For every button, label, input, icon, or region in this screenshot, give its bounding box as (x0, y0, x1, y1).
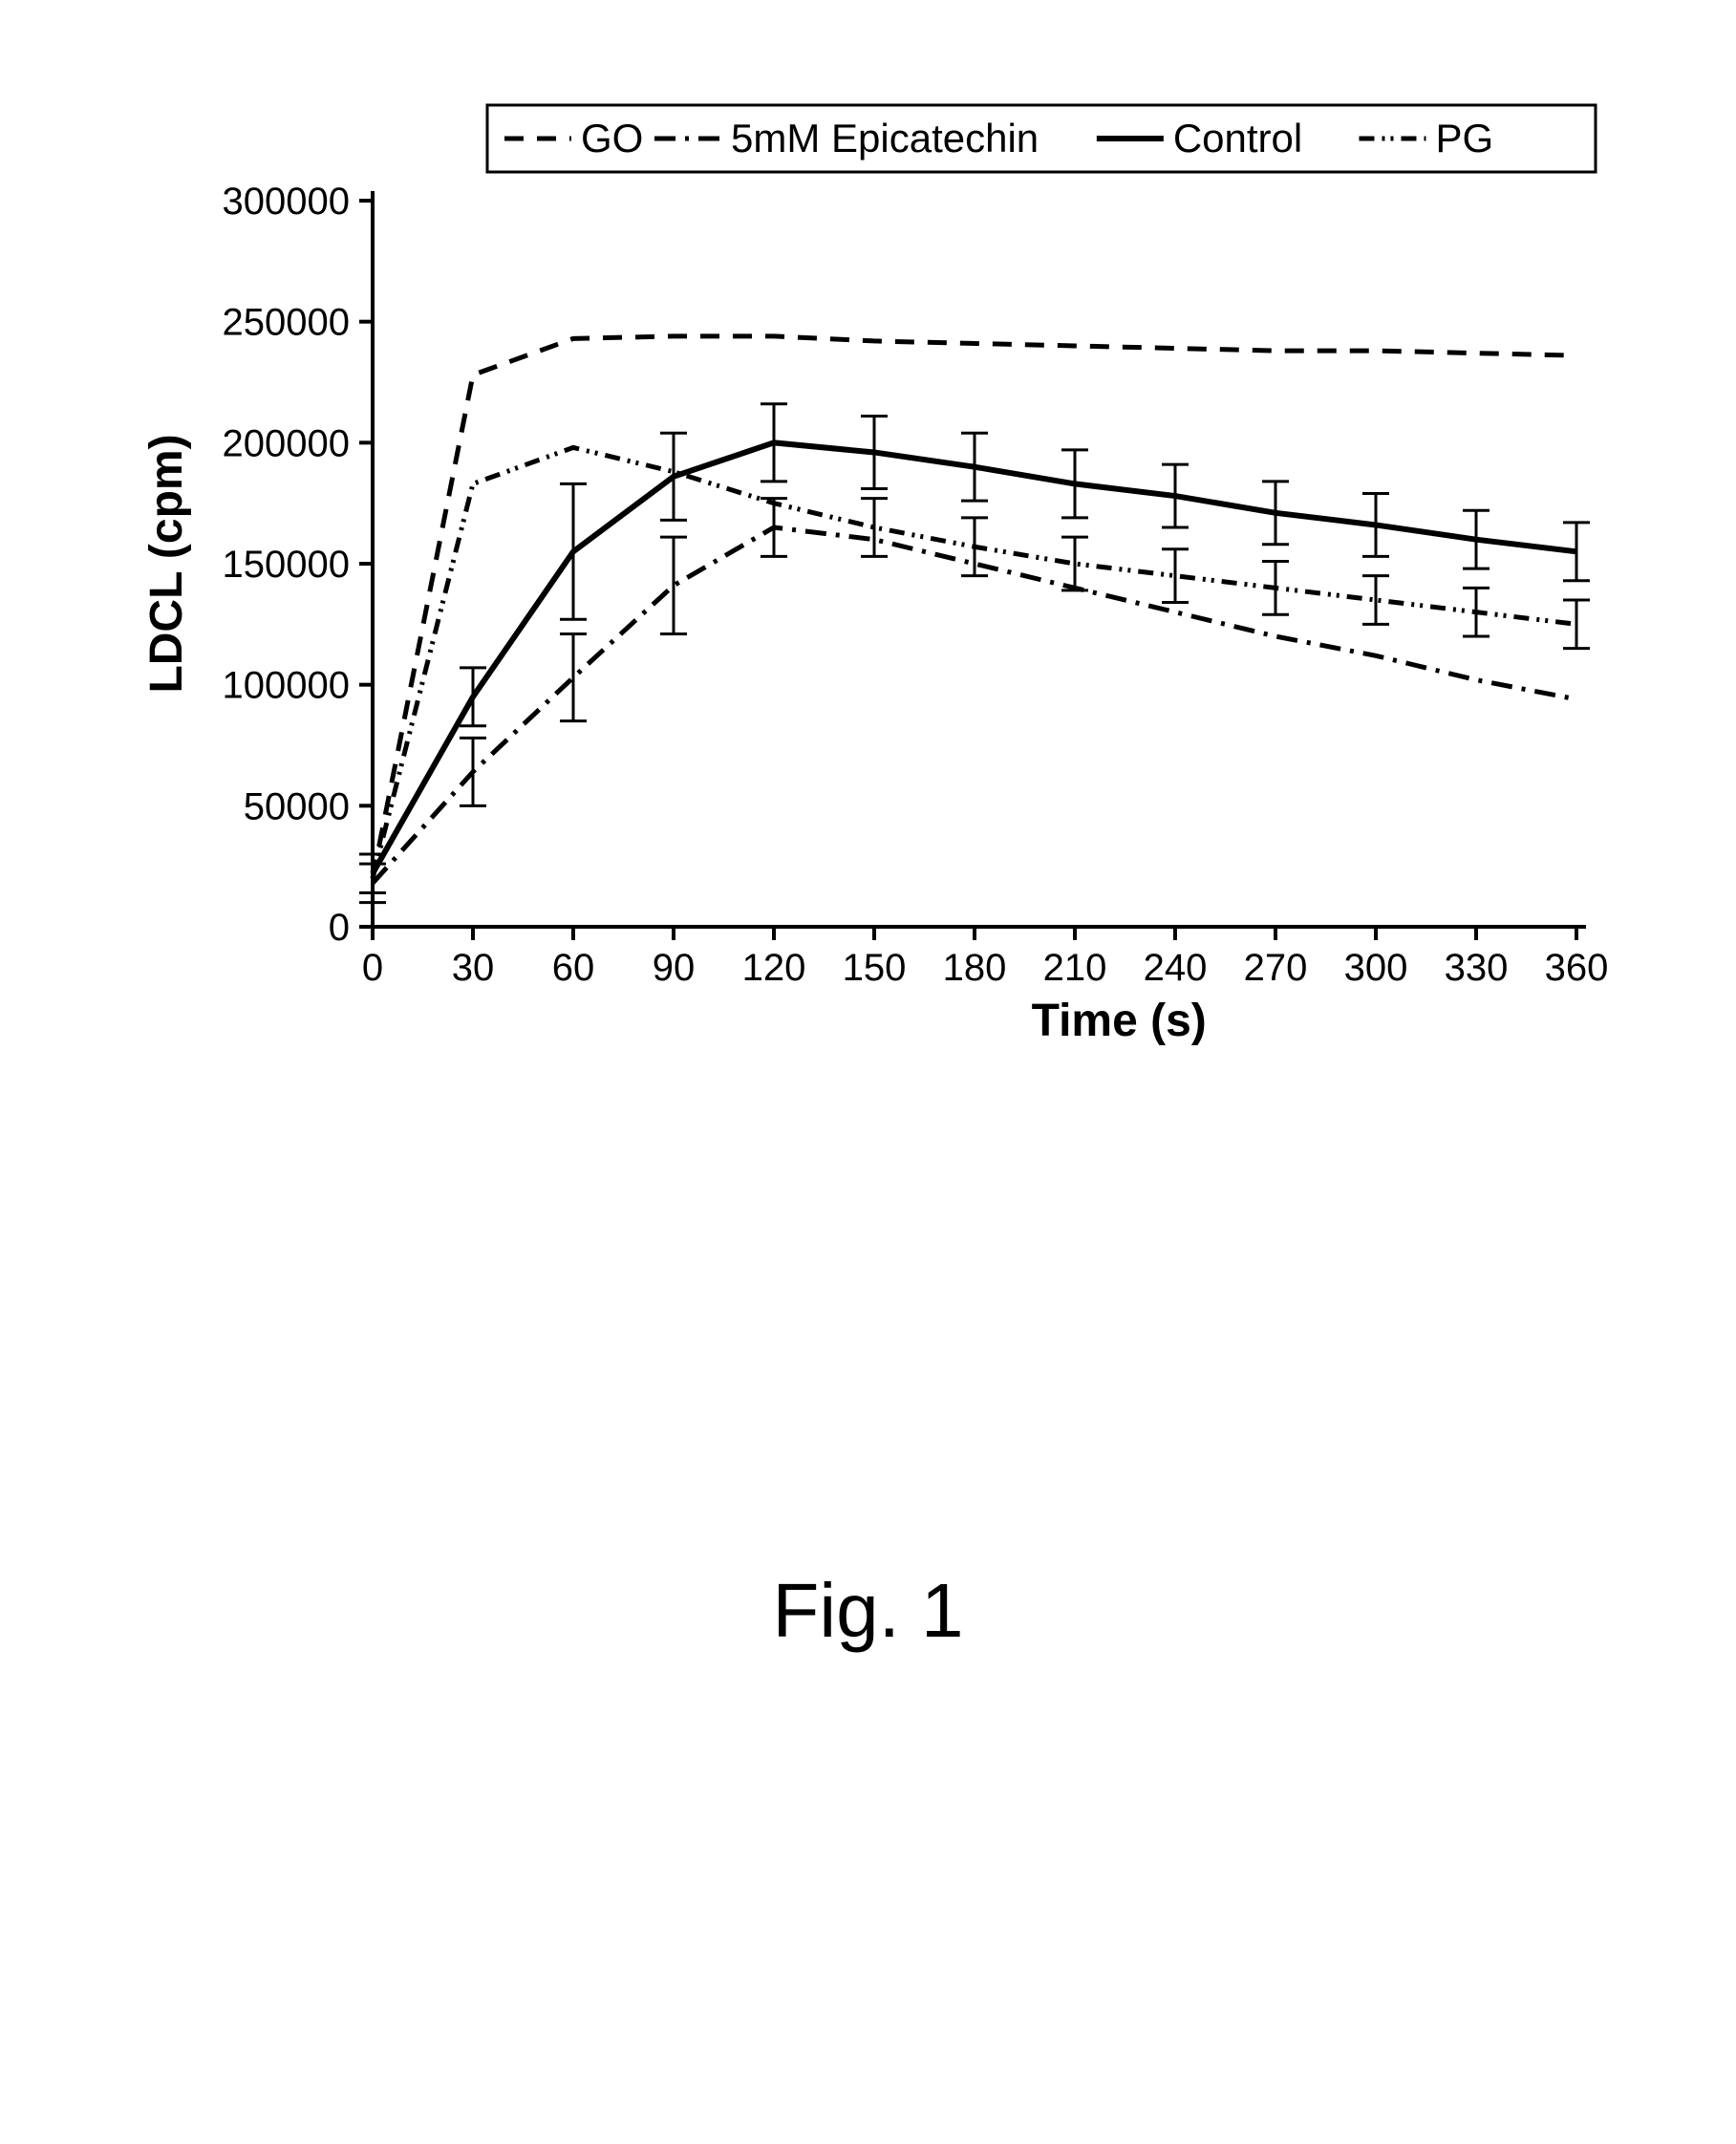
svg-text:210: 210 (1043, 947, 1107, 989)
svg-text:30: 30 (452, 947, 495, 989)
svg-text:250000: 250000 (223, 302, 350, 344)
svg-text:LDCL (cpm): LDCL (cpm) (141, 434, 192, 693)
svg-text:Control: Control (1173, 116, 1302, 161)
svg-text:150: 150 (843, 947, 907, 989)
svg-text:240: 240 (1144, 947, 1208, 989)
svg-text:0: 0 (362, 947, 383, 989)
svg-text:120: 120 (742, 947, 806, 989)
svg-text:Time (s): Time (s) (1032, 996, 1207, 1046)
legend: GO 5mM Epicatechin Control PG (487, 105, 1596, 172)
svg-text:360: 360 (1545, 947, 1609, 989)
svg-text:330: 330 (1445, 947, 1509, 989)
line-chart: 0 50000 100000 150000 200000 250000 300000 LDCL… (134, 96, 1615, 1061)
svg-text:PG: PG (1435, 116, 1493, 161)
svg-text:0: 0 (329, 907, 350, 949)
svg-text:150000: 150000 (223, 544, 350, 586)
svg-text:100000: 100000 (223, 665, 350, 707)
svg-text:50000: 50000 (244, 785, 350, 827)
svg-text:300000: 300000 (223, 181, 350, 223)
page: 0 50000 100000 150000 200000 250000 300000 LDCL… (0, 0, 1736, 2144)
svg-text:300: 300 (1344, 947, 1408, 989)
svg-text:5mM Epicatechin: 5mM Epicatechin (731, 116, 1039, 161)
svg-text:GO: GO (581, 116, 643, 161)
svg-text:180: 180 (943, 947, 1007, 989)
svg-text:60: 60 (552, 947, 595, 989)
svg-text:200000: 200000 (223, 422, 350, 464)
svg-text:270: 270 (1244, 947, 1308, 989)
chart-container: 0 50000 100000 150000 200000 250000 300000 LDCL… (134, 96, 1615, 1061)
figure-caption: Fig. 1 (0, 1567, 1736, 1655)
svg-text:90: 90 (653, 947, 696, 989)
